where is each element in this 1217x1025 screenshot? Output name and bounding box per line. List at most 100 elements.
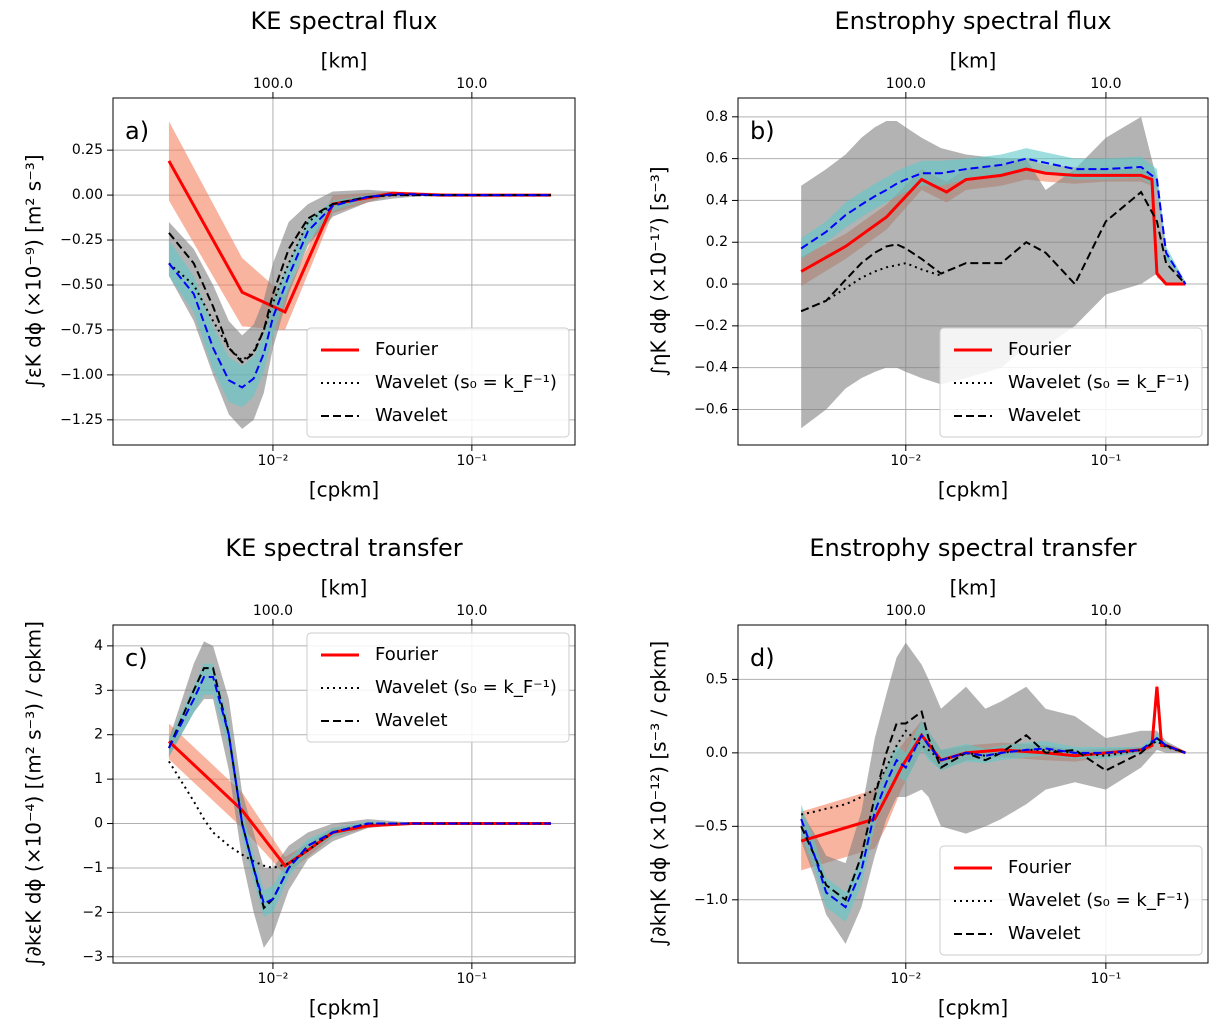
y-tick-label: 0.0 — [706, 276, 728, 292]
plot-frame — [737, 624, 1209, 964]
legend-label: Wavelet (s₀ = k_F⁻¹) — [375, 372, 557, 393]
panel-title: KE spectral transfer — [225, 534, 462, 562]
y-tick-label: −1 — [82, 860, 103, 876]
band — [168, 193, 552, 408]
y-tick-label: 0.00 — [72, 187, 103, 203]
y-axis-label: ∫εK dϕ (×10⁻⁹) [m² s⁻³] — [22, 154, 46, 388]
legend: Fourier Wavelet (s₀ = k_F⁻¹) Wavelet — [939, 327, 1203, 438]
x2-axis-label: [km] — [321, 49, 368, 73]
y-tick-label: 4 — [94, 638, 103, 654]
y-axis-label: ∫ηK dϕ (×10⁻¹⁷) [s⁻³] — [647, 166, 671, 376]
band — [168, 641, 552, 948]
panel-label: b) — [750, 117, 775, 145]
legend-box — [939, 327, 1203, 438]
x-tick-label: 10⁻¹ — [456, 453, 487, 469]
x2-tick-label: 10.0 — [456, 603, 487, 619]
x-tick-label: 10⁻¹ — [456, 971, 487, 987]
series-line — [168, 194, 552, 364]
x2-tick-label: 10.0 — [456, 76, 487, 92]
x-tick-label: 10⁻² — [258, 453, 289, 469]
legend-label: Wavelet — [375, 710, 448, 731]
panel: Enstrophy spectral flux [km] [cpkm] ∫ηK dϕ … — [647, 7, 1209, 502]
panel-title: Enstrophy spectral flux — [834, 7, 1111, 35]
series-line — [800, 167, 1186, 286]
y-tick-label: 0.2 — [706, 234, 728, 250]
series-line — [800, 262, 942, 313]
y-tick-label: −0.25 — [60, 232, 103, 248]
y-tick-label: 0.0 — [706, 745, 728, 761]
plot-frame — [112, 624, 576, 964]
x-tick-label: 10⁻² — [258, 971, 289, 987]
panel-label: d) — [750, 644, 775, 672]
series-line — [800, 733, 1186, 909]
legend-label: Wavelet — [1008, 405, 1081, 426]
y-tick-label: −0.75 — [60, 322, 103, 338]
x-axis-label: [cpkm] — [309, 996, 379, 1020]
panel-title: Enstrophy spectral transfer — [809, 534, 1136, 562]
x2-tick-label: 100.0 — [886, 76, 926, 92]
x2-tick-label: 10.0 — [1090, 603, 1121, 619]
y-tick-label: 0.4 — [706, 192, 728, 208]
legend-label: Fourier — [1008, 339, 1072, 360]
legend-label: Wavelet (s₀ = k_F⁻¹) — [375, 677, 557, 698]
panel-label: c) — [125, 644, 148, 672]
series-line — [800, 190, 1187, 313]
legend-label: Fourier — [375, 644, 439, 665]
legend-label: Wavelet — [1008, 923, 1081, 944]
band — [168, 121, 552, 330]
y-tick-label: −0.50 — [60, 277, 103, 293]
y-tick-label: 3 — [94, 682, 103, 698]
y-tick-label: 2 — [94, 727, 103, 743]
plot-frame — [737, 97, 1209, 446]
y-tick-label: 0 — [94, 816, 103, 832]
x-tick-label: 10⁻¹ — [1090, 453, 1121, 469]
y-tick-label: 0.5 — [706, 671, 728, 687]
x2-axis-label: [km] — [321, 576, 368, 600]
legend: Fourier Wavelet (s₀ = k_F⁻¹) Wavelet — [306, 632, 570, 743]
y-tick-label: 0.6 — [706, 151, 728, 167]
legend-label: Fourier — [375, 339, 439, 360]
x2-tick-label: 100.0 — [886, 603, 926, 619]
series-line — [168, 675, 552, 905]
y-tick-label: −3 — [82, 949, 103, 965]
band — [168, 189, 552, 429]
legend-label: Fourier — [1008, 857, 1072, 878]
series-line — [168, 760, 552, 869]
panel: Enstrophy spectral transfer [km] [cpkm] ∫∂k… — [647, 534, 1209, 1020]
band — [801, 642, 1186, 944]
legend-box — [306, 327, 570, 438]
x-axis-label: [cpkm] — [938, 996, 1008, 1020]
x2-axis-label: [km] — [950, 49, 997, 73]
x-tick-label: 10⁻² — [890, 971, 921, 987]
x-tick-label: 10⁻² — [890, 453, 921, 469]
x2-tick-label: 10.0 — [1090, 76, 1121, 92]
band — [801, 682, 1186, 871]
y-tick-label: −2 — [82, 904, 103, 920]
x-tick-label: 10⁻¹ — [1090, 971, 1121, 987]
y-axis-label: ∫∂kηK dϕ (×10⁻¹²) [s⁻³ / cpkm] — [647, 641, 671, 947]
x2-tick-label: 100.0 — [253, 76, 293, 92]
series-line — [168, 193, 552, 389]
y-tick-label: −0.2 — [694, 318, 728, 334]
band — [801, 720, 1186, 922]
legend: Fourier Wavelet (s₀ = k_F⁻¹) Wavelet — [939, 845, 1203, 956]
plot-frame — [112, 97, 576, 446]
panel-title: KE spectral flux — [250, 7, 437, 35]
y-tick-label: 1 — [94, 771, 103, 787]
y-axis-label: ∫∂kεK dϕ (×10⁻⁴) [(m² s⁻³) / cpkm] — [22, 621, 46, 967]
panel: KE spectral flux [km] [cpkm] ∫εK dϕ (×10⁻⁹)… — [22, 7, 576, 502]
y-tick-label: −0.4 — [694, 360, 728, 376]
legend: Fourier Wavelet (s₀ = k_F⁻¹) Wavelet — [306, 327, 570, 438]
legend-label: Wavelet — [375, 405, 448, 426]
y-tick-label: −1.25 — [60, 412, 103, 428]
legend-label: Wavelet (s₀ = k_F⁻¹) — [1008, 890, 1190, 911]
series-line — [800, 157, 1187, 285]
x2-tick-label: 100.0 — [253, 603, 293, 619]
y-tick-label: −1.0 — [694, 892, 728, 908]
x2-axis-label: [km] — [950, 576, 997, 600]
band — [168, 663, 552, 917]
panel-label: a) — [125, 117, 149, 145]
y-tick-label: 0.25 — [72, 142, 103, 158]
y-tick-label: 0.8 — [706, 109, 728, 125]
